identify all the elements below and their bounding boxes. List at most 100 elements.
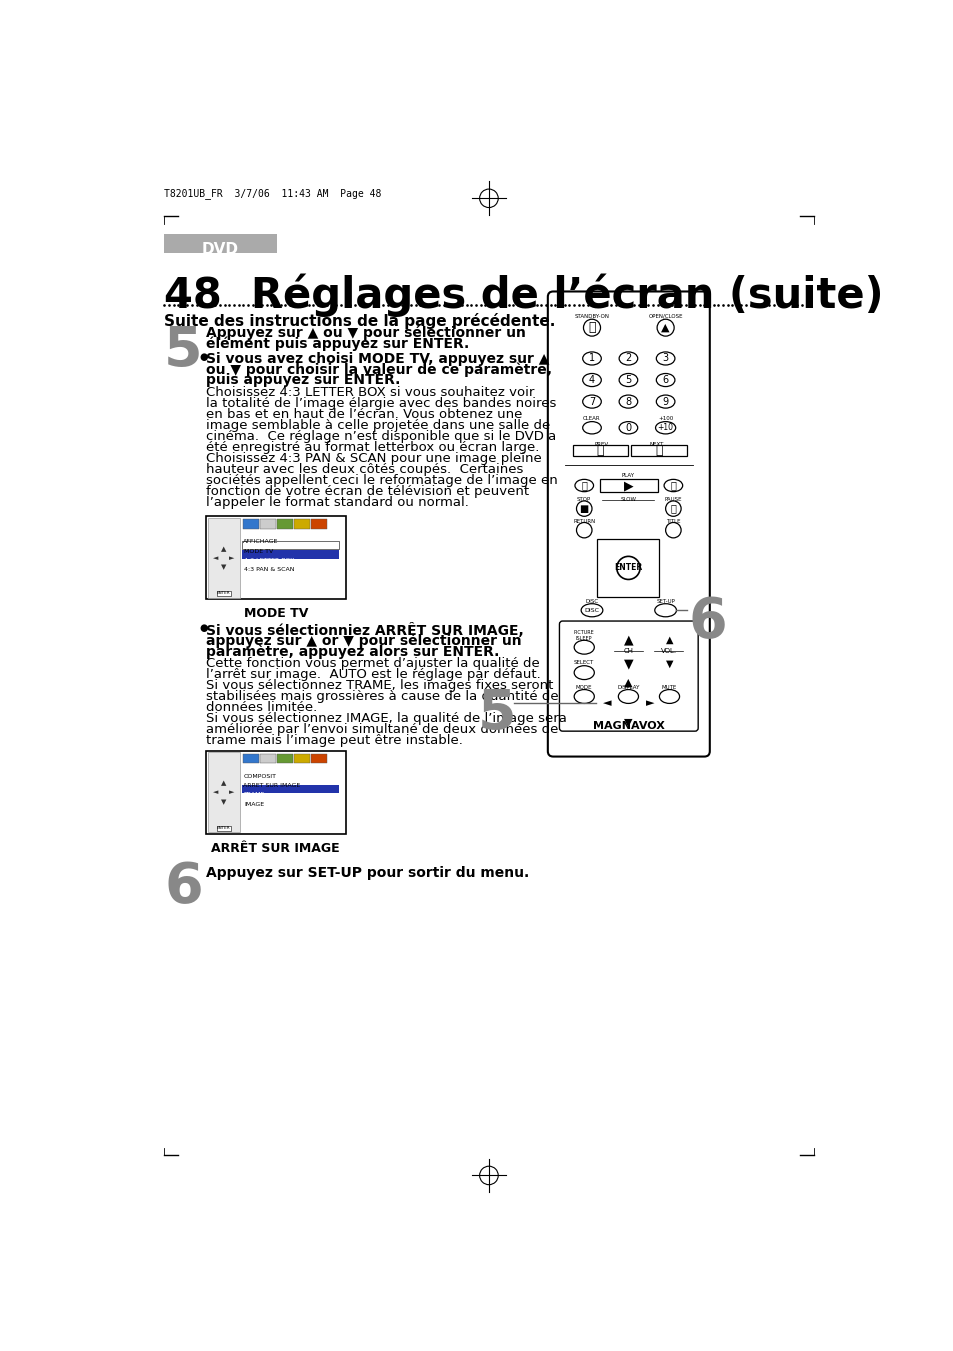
Text: 6: 6 — [688, 594, 727, 648]
Text: ENTER: ENTER — [217, 825, 231, 830]
Text: Si vous sélectionnez TRAME, les images fixes seront: Si vous sélectionnez TRAME, les images f… — [206, 680, 553, 692]
Text: ⏭: ⏭ — [654, 444, 661, 458]
Ellipse shape — [656, 394, 674, 408]
Text: ▼: ▼ — [623, 658, 633, 670]
Text: ◄: ◄ — [213, 789, 218, 796]
Text: DISPLAY: DISPLAY — [617, 685, 639, 690]
Ellipse shape — [582, 373, 600, 386]
Text: TITLE: TITLE — [665, 519, 679, 524]
Text: ►: ► — [229, 555, 234, 561]
Ellipse shape — [582, 351, 600, 365]
Text: PICTURE
ISLEEP: PICTURE ISLEEP — [574, 631, 594, 642]
Text: 1: 1 — [588, 354, 595, 363]
Text: COMPOSIT: COMPOSIT — [243, 774, 276, 780]
Ellipse shape — [582, 422, 600, 434]
Ellipse shape — [583, 319, 599, 336]
Bar — [294, 754, 310, 763]
Text: image semblable à celle projetée dans une salle de: image semblable à celle projetée dans un… — [206, 419, 550, 432]
Ellipse shape — [643, 694, 656, 711]
Text: OPEN/CLOSE: OPEN/CLOSE — [648, 313, 682, 319]
Bar — [311, 754, 327, 763]
Bar — [599, 478, 658, 493]
Text: ou ▼ pour choisir la valeur de ce paramètre,: ou ▼ pour choisir la valeur de ce paramè… — [206, 362, 552, 377]
Bar — [294, 519, 310, 528]
Text: données limitée.: données limitée. — [206, 701, 317, 713]
Text: ▲: ▲ — [221, 546, 226, 551]
Text: ⏮: ⏮ — [597, 444, 603, 458]
Text: 5: 5 — [477, 688, 517, 742]
Text: 9: 9 — [662, 397, 668, 407]
Ellipse shape — [618, 422, 637, 434]
Text: ◄: ◄ — [213, 555, 218, 561]
Text: PREV: PREV — [594, 442, 608, 447]
Text: 48  Réglages de l’écran (suite): 48 Réglages de l’écran (suite) — [164, 274, 882, 317]
FancyBboxPatch shape — [206, 516, 345, 600]
Ellipse shape — [617, 557, 639, 580]
FancyBboxPatch shape — [206, 751, 345, 834]
Ellipse shape — [654, 604, 676, 617]
Ellipse shape — [655, 422, 675, 434]
Text: RETURN: RETURN — [573, 519, 595, 524]
Bar — [216, 825, 231, 831]
Text: ⏩: ⏩ — [670, 481, 676, 490]
Text: ENTER: ENTER — [217, 592, 231, 596]
Text: paramètre, appuyez alors sur ENTER.: paramètre, appuyez alors sur ENTER. — [206, 644, 499, 659]
Text: CLEAR: CLEAR — [582, 416, 600, 422]
Ellipse shape — [663, 480, 682, 492]
Text: TRAME: TRAME — [244, 793, 265, 797]
Text: IMAGE: IMAGE — [244, 801, 264, 807]
Bar — [216, 590, 231, 596]
Text: 3: 3 — [662, 354, 668, 363]
Ellipse shape — [656, 373, 674, 386]
Text: améliorée par l’envoi simultané de deux données de: améliorée par l’envoi simultané de deux … — [206, 723, 558, 736]
Ellipse shape — [575, 480, 593, 492]
Text: ◄: ◄ — [602, 697, 610, 708]
Text: ARRÊT SUR IMAGE: ARRÊT SUR IMAGE — [212, 842, 340, 855]
Text: MUTE: MUTE — [661, 685, 677, 690]
Text: ▼: ▼ — [221, 798, 226, 805]
Ellipse shape — [656, 351, 674, 365]
Text: appuyez sur ▲ or ▼ pour sélectionner un: appuyez sur ▲ or ▼ pour sélectionner un — [206, 634, 521, 648]
Bar — [260, 519, 275, 528]
Text: Si vous avez choisi MODE TV, appuyez sur ▲: Si vous avez choisi MODE TV, appuyez sur… — [206, 351, 549, 366]
Bar — [630, 446, 686, 457]
Text: ▶: ▶ — [623, 480, 633, 492]
Text: MODE TV: MODE TV — [244, 549, 273, 554]
Text: ▼: ▼ — [623, 717, 632, 728]
Text: Cette fonction vous permet d’ajuster la qualité de: Cette fonction vous permet d’ajuster la … — [206, 657, 539, 670]
Text: NEXT: NEXT — [648, 442, 663, 447]
Text: STANDBY-ON: STANDBY-ON — [574, 313, 609, 319]
Text: SLOW: SLOW — [619, 497, 636, 501]
Ellipse shape — [665, 523, 680, 538]
Text: PLAY: PLAY — [621, 473, 635, 478]
Text: ▲: ▲ — [665, 635, 673, 644]
Bar — [241, 785, 338, 793]
Text: MAGNAVOX: MAGNAVOX — [592, 721, 664, 731]
Text: stabilisées mais grossières à cause de la quantité de: stabilisées mais grossières à cause de l… — [206, 690, 558, 703]
Text: VOL.: VOL. — [660, 648, 677, 654]
Ellipse shape — [659, 689, 679, 704]
Ellipse shape — [657, 319, 674, 336]
Text: ▲: ▲ — [623, 678, 632, 688]
Text: +100: +100 — [658, 416, 673, 422]
Ellipse shape — [619, 677, 637, 689]
Text: ⏸: ⏸ — [670, 504, 676, 513]
Bar — [277, 754, 293, 763]
Text: ►: ► — [229, 789, 234, 796]
Ellipse shape — [618, 373, 637, 386]
Bar — [260, 754, 275, 763]
Bar — [572, 446, 628, 457]
Text: 5: 5 — [164, 324, 203, 378]
Text: l’arrêt sur image.  AUTO est le réglage par défaut.: l’arrêt sur image. AUTO est le réglage p… — [206, 669, 540, 681]
Text: +10: +10 — [657, 423, 673, 432]
Text: sociétés appellent ceci le reformatage de l’image en: sociétés appellent ceci le reformatage d… — [206, 474, 558, 486]
Text: Appuyez sur SET-UP pour sortir du menu.: Appuyez sur SET-UP pour sortir du menu. — [206, 866, 529, 881]
Text: DISC: DISC — [584, 608, 598, 613]
Text: T8201UB_FR  3/7/06  11:43 AM  Page 48: T8201UB_FR 3/7/06 11:43 AM Page 48 — [164, 188, 381, 199]
Ellipse shape — [580, 604, 602, 617]
Text: ENTER: ENTER — [614, 563, 642, 573]
Text: CH: CH — [622, 648, 633, 654]
Text: en bas et en haut de l’écran. Vous obtenez une: en bas et en haut de l’écran. Vous obten… — [206, 408, 522, 422]
Text: puis appuyez sur ENTER.: puis appuyez sur ENTER. — [206, 373, 400, 388]
Text: ARRET SUR IMAGE: ARRET SUR IMAGE — [243, 784, 300, 788]
